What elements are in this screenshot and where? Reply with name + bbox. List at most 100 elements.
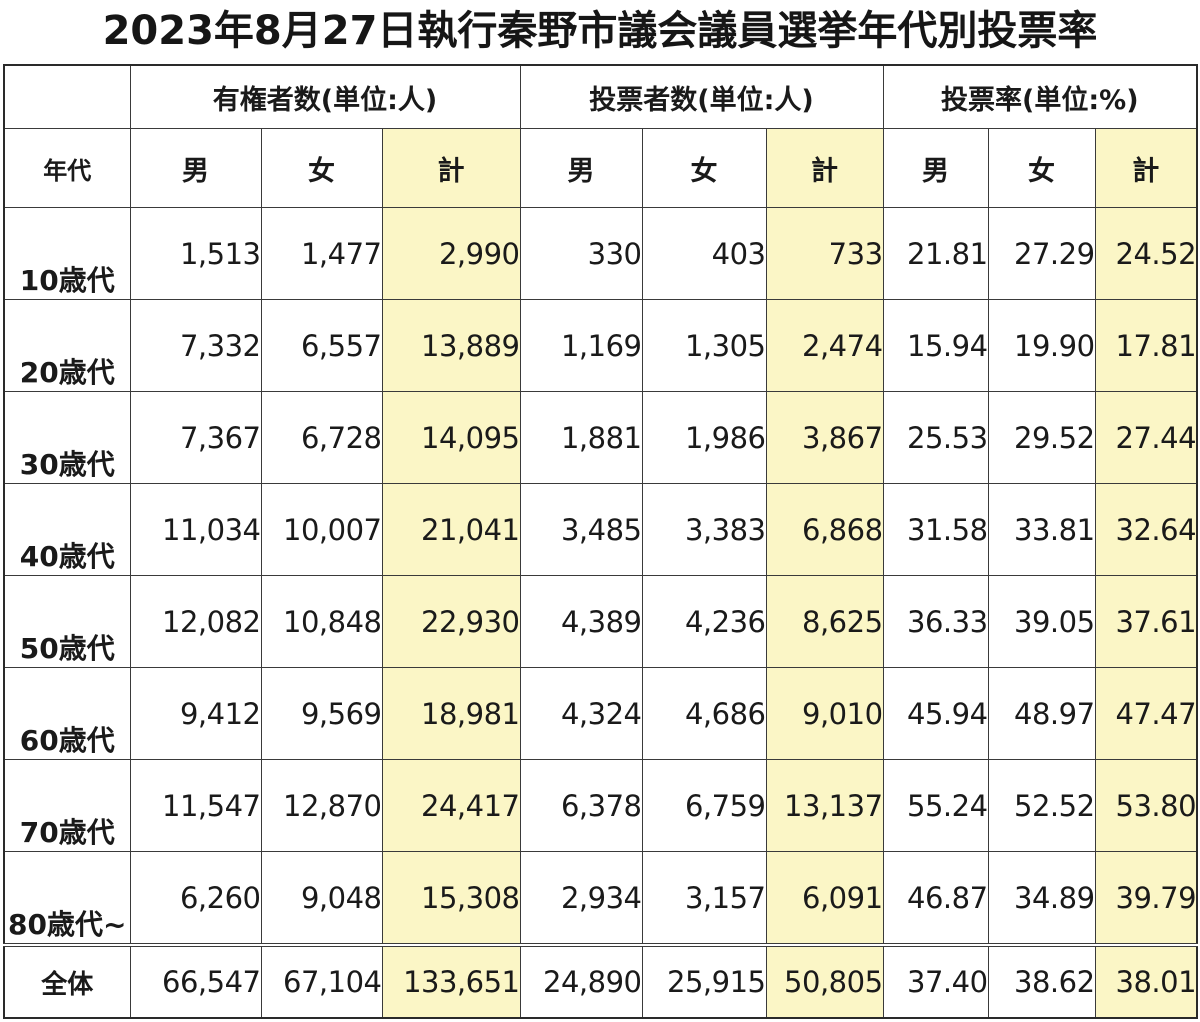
value-cell: 29.52 bbox=[987, 391, 1096, 484]
table-row: 20歳代 7,332 6,557 13,889 1,169 1,305 2,474 15.94… bbox=[3, 299, 1198, 392]
value-cell: 4,389 bbox=[519, 575, 643, 668]
value-cell: 1,986 bbox=[641, 391, 767, 484]
value-cell: 55.24 bbox=[882, 759, 989, 852]
value-cell: 15,308 bbox=[381, 851, 521, 946]
value-cell: 2,934 bbox=[519, 851, 643, 946]
value-cell: 403 bbox=[641, 207, 767, 300]
value-cell: 22,930 bbox=[381, 575, 521, 668]
age-group-label: 30歳代 bbox=[3, 391, 131, 484]
value-cell: 8,625 bbox=[765, 575, 884, 668]
value-cell: 38.01 bbox=[1094, 943, 1198, 1019]
table-row: 60歳代 9,412 9,569 18,981 4,324 4,686 9,010 45.94… bbox=[3, 667, 1198, 760]
table-row: 10歳代 1,513 1,477 2,990 330 403 733 21.81 27.29 24… bbox=[3, 207, 1198, 300]
value-cell: 1,477 bbox=[260, 207, 383, 300]
total-label: 全体 bbox=[3, 943, 131, 1019]
value-cell: 10,848 bbox=[260, 575, 383, 668]
value-cell: 27.29 bbox=[987, 207, 1096, 300]
value-cell: 27.44 bbox=[1094, 391, 1198, 484]
value-cell: 53.80 bbox=[1094, 759, 1198, 852]
value-cell: 66,547 bbox=[129, 943, 262, 1019]
sub-header-cell: 計 bbox=[381, 128, 521, 208]
sub-header-row: 年代 男 女 計 男 女 計 男 女 計 bbox=[3, 128, 1198, 208]
value-cell: 50,805 bbox=[765, 943, 884, 1019]
value-cell: 6,868 bbox=[765, 483, 884, 576]
value-cell: 3,157 bbox=[641, 851, 767, 946]
table-row: 80歳代~ 6,260 9,048 15,308 2,934 3,157 6,091 46.8… bbox=[3, 851, 1198, 946]
sub-header-cell: 計 bbox=[765, 128, 884, 208]
group-header-turnout: 投票率(単位:%) bbox=[882, 64, 1198, 129]
value-cell: 37.61 bbox=[1094, 575, 1198, 668]
value-cell: 6,728 bbox=[260, 391, 383, 484]
table-row: 70歳代 11,547 12,870 24,417 6,378 6,759 13,137 55… bbox=[3, 759, 1198, 852]
value-cell: 11,547 bbox=[129, 759, 262, 852]
age-group-label: 20歳代 bbox=[3, 299, 131, 392]
value-cell: 17.81 bbox=[1094, 299, 1198, 392]
sub-header-cell: 女 bbox=[260, 128, 383, 208]
value-cell: 25,915 bbox=[641, 943, 767, 1019]
group-header-eligible: 有権者数(単位:人) bbox=[129, 64, 521, 129]
value-cell: 6,260 bbox=[129, 851, 262, 946]
value-cell: 31.58 bbox=[882, 483, 989, 576]
value-cell: 9,412 bbox=[129, 667, 262, 760]
value-cell: 14,095 bbox=[381, 391, 521, 484]
value-cell: 18,981 bbox=[381, 667, 521, 760]
value-cell: 133,651 bbox=[381, 943, 521, 1019]
value-cell: 733 bbox=[765, 207, 884, 300]
group-header-voters: 投票者数(単位:人) bbox=[519, 64, 884, 129]
value-cell: 34.89 bbox=[987, 851, 1096, 946]
value-cell: 1,305 bbox=[641, 299, 767, 392]
sub-header-cell: 男 bbox=[519, 128, 643, 208]
value-cell: 25.53 bbox=[882, 391, 989, 484]
value-cell: 3,383 bbox=[641, 483, 767, 576]
value-cell: 37.40 bbox=[882, 943, 989, 1019]
value-cell: 47.47 bbox=[1094, 667, 1198, 760]
value-cell: 7,367 bbox=[129, 391, 262, 484]
age-header: 年代 bbox=[3, 128, 131, 208]
value-cell: 2,474 bbox=[765, 299, 884, 392]
value-cell: 6,557 bbox=[260, 299, 383, 392]
table-row: 50歳代 12,082 10,848 22,930 4,389 4,236 8,625 36.… bbox=[3, 575, 1198, 668]
value-cell: 7,332 bbox=[129, 299, 262, 392]
value-cell: 32.64 bbox=[1094, 483, 1198, 576]
value-cell: 45.94 bbox=[882, 667, 989, 760]
value-cell: 52.52 bbox=[987, 759, 1096, 852]
turnout-table: 有権者数(単位:人) 投票者数(単位:人) 投票率(単位:%) 年代 男 女 計… bbox=[3, 64, 1199, 1019]
value-cell: 46.87 bbox=[882, 851, 989, 946]
sub-header-cell: 計 bbox=[1094, 128, 1198, 208]
age-group-label: 70歳代 bbox=[3, 759, 131, 852]
value-cell: 4,686 bbox=[641, 667, 767, 760]
table-row: 40歳代 11,034 10,007 21,041 3,485 3,383 6,868 31.… bbox=[3, 483, 1198, 576]
total-row: 全体 66,547 67,104 133,651 24,890 25,915 50,805 3… bbox=[3, 943, 1198, 1019]
value-cell: 21,041 bbox=[381, 483, 521, 576]
value-cell: 330 bbox=[519, 207, 643, 300]
sub-header-cell: 男 bbox=[882, 128, 989, 208]
value-cell: 11,034 bbox=[129, 483, 262, 576]
value-cell: 48.97 bbox=[987, 667, 1096, 760]
age-group-label: 40歳代 bbox=[3, 483, 131, 576]
sub-header-cell: 女 bbox=[641, 128, 767, 208]
document-title: 2023年8月27日執行秦野市議会議員選挙年代別投票率 bbox=[102, 8, 1098, 54]
value-cell: 24,890 bbox=[519, 943, 643, 1019]
value-cell: 36.33 bbox=[882, 575, 989, 668]
value-cell: 10,007 bbox=[260, 483, 383, 576]
group-header-row: 有権者数(単位:人) 投票者数(単位:人) 投票率(単位:%) bbox=[3, 64, 1198, 129]
value-cell: 2,990 bbox=[381, 207, 521, 300]
age-group-label: 50歳代 bbox=[3, 575, 131, 668]
value-cell: 6,759 bbox=[641, 759, 767, 852]
value-cell: 3,867 bbox=[765, 391, 884, 484]
age-group-label: 80歳代~ bbox=[3, 851, 131, 946]
value-cell: 4,324 bbox=[519, 667, 643, 760]
value-cell: 6,378 bbox=[519, 759, 643, 852]
value-cell: 15.94 bbox=[882, 299, 989, 392]
value-cell: 38.62 bbox=[987, 943, 1096, 1019]
value-cell: 39.79 bbox=[1094, 851, 1198, 946]
value-cell: 9,569 bbox=[260, 667, 383, 760]
value-cell: 9,010 bbox=[765, 667, 884, 760]
value-cell: 3,485 bbox=[519, 483, 643, 576]
age-group-label: 60歳代 bbox=[3, 667, 131, 760]
table-row: 30歳代 7,367 6,728 14,095 1,881 1,986 3,867 25.53… bbox=[3, 391, 1198, 484]
value-cell: 1,513 bbox=[129, 207, 262, 300]
value-cell: 4,236 bbox=[641, 575, 767, 668]
value-cell: 1,881 bbox=[519, 391, 643, 484]
